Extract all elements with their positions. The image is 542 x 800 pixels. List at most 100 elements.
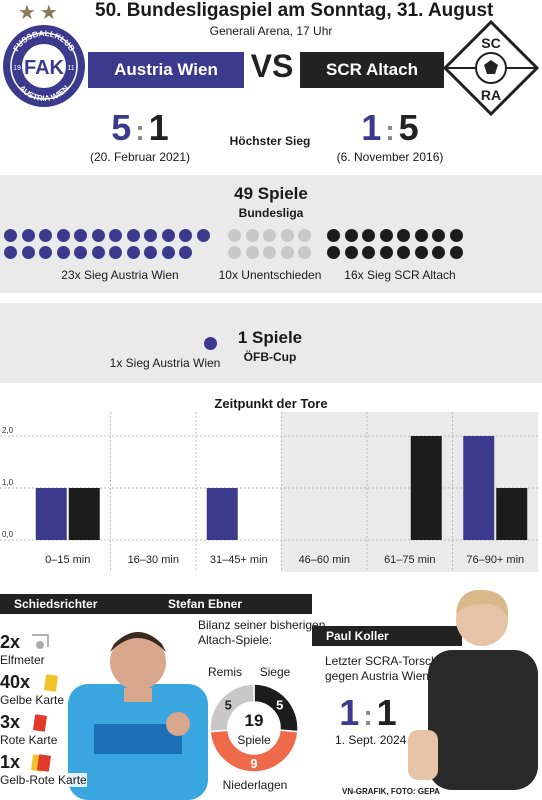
away-team-name: SCR Altach xyxy=(300,52,444,88)
home-win-dot xyxy=(91,229,105,242)
away-win-dot xyxy=(432,246,445,259)
page-title: 50. Bundesligaspiel am Sonntag, 31. Augu… xyxy=(95,0,494,21)
home-highest-win-date: (20. Februar 2021) xyxy=(89,150,191,164)
home-win-dot xyxy=(56,246,70,259)
draw-dot xyxy=(280,246,294,259)
goal-timing-chart: 0,0 1,0 2,0 0–15 min 16–30 min 31–45+ min 46–6… xyxy=(0,412,538,572)
away-win-dot xyxy=(397,246,410,259)
x-tick-label: 76–90+ min xyxy=(466,554,524,566)
away-win-dot xyxy=(397,229,410,242)
donut-segment-niederlagen xyxy=(209,729,299,773)
y-tick-label: 2,0 xyxy=(2,426,14,435)
home-win-dot xyxy=(126,246,140,259)
yellow-red-card-icon xyxy=(30,753,52,778)
referee-stat-count: 3x xyxy=(0,712,21,733)
chart-title: Zeitpunkt der Tore xyxy=(214,396,328,411)
draw-dot xyxy=(298,229,311,242)
away-win-dot xyxy=(379,229,393,242)
referee-stat-count: 2x xyxy=(0,632,21,653)
home-win-dot xyxy=(4,229,17,242)
home-win-dot xyxy=(126,229,140,242)
bar xyxy=(35,488,67,540)
draw-dot xyxy=(263,246,276,259)
x-tick-label: 16–30 min xyxy=(128,554,179,566)
away-win-dot xyxy=(379,246,393,259)
bundesliga-subtitle: Bundesliga xyxy=(238,206,304,220)
home-wins-label: 23x Sieg Austria Wien xyxy=(61,268,179,282)
donut-segment-remis-value: 5 xyxy=(225,697,232,712)
draw-dot xyxy=(245,246,259,259)
home-win-dot xyxy=(39,229,52,242)
svg-text:RA: RA xyxy=(481,87,501,103)
home-win-dot xyxy=(74,229,87,242)
bar xyxy=(206,488,238,540)
donut-segment-niederlagen-value: 9 xyxy=(250,756,257,771)
austria-wien-logo: FUSSBALLKLUB AUSTRIA WIEN FAK 19 11 xyxy=(3,25,85,107)
player-photo xyxy=(408,589,538,790)
scorer-date: 1. Sept. 2024 xyxy=(335,733,407,747)
home-win-dot xyxy=(21,246,35,259)
home-win-dot xyxy=(179,246,192,259)
svg-text:19: 19 xyxy=(13,65,21,72)
home-win-dot xyxy=(179,229,192,242)
stars: ★★ xyxy=(18,2,62,24)
vs-label: VS xyxy=(250,48,294,84)
draw-dot xyxy=(298,246,311,259)
draw-dot xyxy=(263,229,276,242)
draw-dot xyxy=(228,246,241,259)
home-win-dot xyxy=(91,246,105,259)
cup-home-wins-label: 1x Sieg Austria Wien xyxy=(109,356,221,370)
red-card-icon xyxy=(30,713,50,738)
home-win-dot xyxy=(39,246,52,259)
donut-total-label: Spiele xyxy=(237,733,271,747)
home-highest-win-score: 5:1 xyxy=(111,107,169,148)
bilanz-label: Bilanz seiner bisherigen Altach-Spiele: xyxy=(198,618,326,647)
y-tick-label: 0,0 xyxy=(2,530,14,539)
home-win-dot xyxy=(4,246,17,259)
remis-label: Remis xyxy=(207,665,242,679)
scorer-header: Paul Koller xyxy=(312,626,462,646)
bar xyxy=(68,488,100,540)
bundesliga-games-count: 49 Spiele xyxy=(234,184,308,203)
away-wins-label: 16x Sieg SCR Altach xyxy=(344,268,456,282)
venue-subtitle: Generali Arena, 17 Uhr xyxy=(209,24,333,38)
scorer-label: Letzter SCRA-Torschütze gegen Austria Wi… xyxy=(325,654,461,683)
donut-segment-remis xyxy=(209,683,255,733)
x-tick-label: 61–75 min xyxy=(384,554,435,566)
home-win-dot xyxy=(161,229,175,242)
draw-dot xyxy=(245,229,259,242)
y-tick-label: 1,0 xyxy=(2,478,14,487)
second-half-band xyxy=(281,412,538,572)
bar xyxy=(410,436,442,540)
home-team-name: Austria Wien xyxy=(88,52,244,88)
x-tick-label: 31–45+ min xyxy=(210,554,268,566)
cup-section xyxy=(0,303,542,383)
away-win-dot xyxy=(432,229,445,242)
draw-dot xyxy=(228,229,241,242)
away-win-dot xyxy=(362,229,375,242)
bar xyxy=(496,488,528,540)
donut-segment-siege-value: 5 xyxy=(276,697,283,712)
x-tick-label: 0–15 min xyxy=(45,554,90,566)
referee-donut-chart: 5 9 5 xyxy=(209,683,299,773)
away-win-dot xyxy=(449,246,463,259)
home-win-dot xyxy=(21,229,35,242)
cup-games-count: 1 Spiele xyxy=(237,328,303,347)
niederlagen-label: Niederlagen xyxy=(222,778,288,792)
referee-stat-label: Rote Karte xyxy=(0,733,58,747)
away-win-dot xyxy=(327,246,340,259)
home-win-dot xyxy=(109,246,122,259)
x-tick-label: 46–60 min xyxy=(299,554,350,566)
cup-home-win-dot xyxy=(204,337,217,350)
away-win-dot xyxy=(449,229,463,242)
highest-win-label: Höchster Sieg xyxy=(229,134,311,148)
referee-stat-count: 40x xyxy=(0,672,31,693)
away-win-dot xyxy=(344,246,358,259)
cup-subtitle: ÖFB-Cup xyxy=(243,350,297,364)
home-win-dot xyxy=(196,229,210,242)
penalty-spot-icon xyxy=(30,633,50,658)
home-win-dot xyxy=(56,229,70,242)
yellow-card-icon xyxy=(41,673,61,698)
home-win-dot xyxy=(144,246,157,259)
away-highest-win-score: 1:5 xyxy=(361,107,419,148)
